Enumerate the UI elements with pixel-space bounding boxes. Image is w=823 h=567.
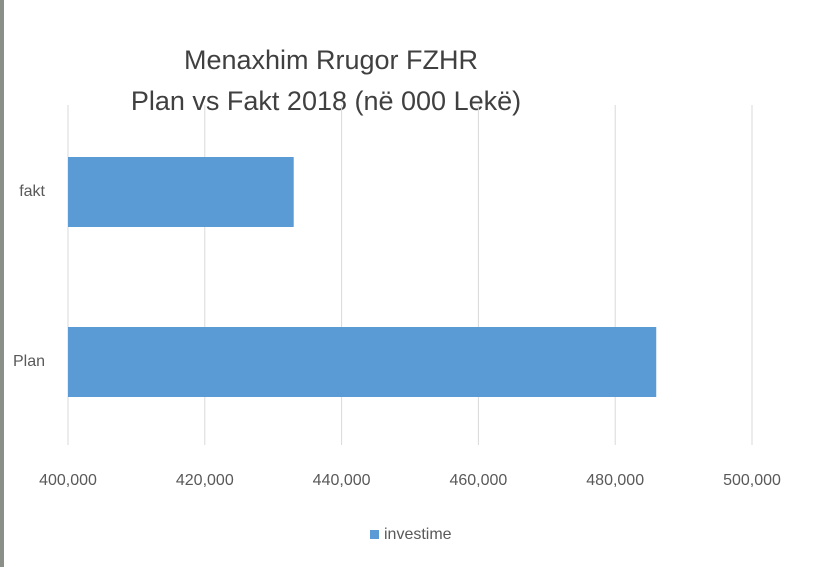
chart-subtitle: Plan vs Fakt 2018 (në 000 Lekë) [131, 86, 521, 116]
chart-title: Menaxhim Rrugor FZHR [184, 45, 478, 75]
legend-swatch [370, 530, 379, 539]
x-tick-label: 460,000 [449, 472, 507, 489]
left-edge [0, 0, 4, 567]
legend-label: investime [384, 526, 452, 543]
x-tick-label: 480,000 [586, 472, 644, 489]
y-tick-label: Plan [13, 353, 45, 370]
y-tick-label: fakt [19, 183, 45, 200]
x-tick-label: 500,000 [723, 472, 781, 489]
x-tick-label: 400,000 [39, 472, 97, 489]
bar [68, 327, 657, 397]
x-tick-label: 420,000 [176, 472, 234, 489]
bar [68, 157, 294, 227]
x-tick-label: 440,000 [313, 472, 371, 489]
